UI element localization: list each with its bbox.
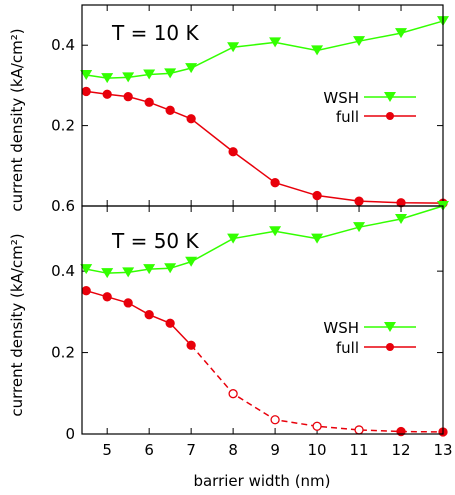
data-point-wsh bbox=[311, 45, 324, 56]
x-axis-label: barrier width (nm) bbox=[193, 472, 330, 490]
data-point-wsh bbox=[122, 267, 135, 278]
y-ticks: 0 0.2 0.4 bbox=[51, 262, 443, 443]
y-tick-label: 0.4 bbox=[51, 262, 75, 280]
legend-marker-full bbox=[386, 343, 394, 351]
series-line-wsh bbox=[86, 205, 444, 274]
data-point-full bbox=[123, 92, 133, 102]
panel-title: T = 10 K bbox=[111, 21, 199, 45]
data-point-wsh bbox=[80, 69, 93, 80]
legend-label-wsh: WSH bbox=[323, 319, 359, 337]
data-point-full bbox=[102, 89, 112, 99]
x-tick-label: 9 bbox=[270, 441, 280, 459]
series-line-full bbox=[86, 90, 444, 204]
series-line-full bbox=[85, 289, 192, 346]
plot-frame bbox=[81, 205, 444, 435]
x-tick-label: 5 bbox=[102, 441, 112, 459]
legend-label-full: full bbox=[336, 108, 359, 126]
series-layer bbox=[80, 16, 449, 208]
data-point-wsh bbox=[80, 264, 93, 275]
x-tick-label: 10 bbox=[308, 441, 327, 459]
y-tick-label: 0.4 bbox=[51, 36, 75, 54]
data-point-wsh bbox=[269, 37, 282, 48]
data-point-full bbox=[270, 415, 280, 425]
data-point-wsh bbox=[164, 68, 177, 79]
data-point-full bbox=[165, 105, 175, 115]
data-point-wsh bbox=[185, 63, 198, 74]
data-point-full bbox=[144, 97, 154, 107]
y-tick-label: 0.6 bbox=[51, 197, 75, 215]
data-point-wsh bbox=[164, 263, 177, 274]
data-point-wsh bbox=[143, 69, 156, 80]
legend: WSH full bbox=[323, 89, 416, 126]
data-point-wsh bbox=[185, 256, 198, 267]
panel-t50: T = 50 K current density (kA/cm²) 0 0.2 0.… bbox=[8, 201, 449, 443]
data-point-wsh bbox=[101, 268, 114, 279]
data-point-full bbox=[186, 114, 196, 124]
legend: WSH full bbox=[323, 319, 416, 357]
data-point-full bbox=[354, 196, 364, 206]
data-point-full bbox=[354, 425, 364, 435]
y-axis-label: current density (kA/cm²) bbox=[8, 233, 26, 416]
data-point-full bbox=[102, 292, 112, 302]
data-point-wsh bbox=[269, 226, 282, 237]
data-point-wsh bbox=[311, 233, 324, 244]
data-point-full bbox=[144, 310, 154, 320]
data-point-full bbox=[81, 86, 91, 97]
panel-title: T = 50 K bbox=[111, 229, 199, 253]
panel-t10: T = 10 K current density (kA/cm²) 0.6 0.2… bbox=[8, 4, 449, 215]
x-tick-label: 6 bbox=[144, 441, 154, 459]
series-line-wsh bbox=[86, 20, 444, 79]
x-tick-label: 11 bbox=[349, 441, 368, 459]
data-point-wsh bbox=[122, 72, 135, 83]
data-point-full bbox=[270, 178, 280, 188]
data-point-full bbox=[186, 340, 196, 350]
data-point-wsh bbox=[227, 233, 240, 244]
data-point-full bbox=[228, 389, 238, 399]
x-tick-label: 8 bbox=[228, 441, 238, 459]
legend-label-full: full bbox=[336, 339, 359, 357]
legend-marker-full bbox=[386, 112, 394, 120]
x-tick-label: 12 bbox=[391, 441, 410, 459]
data-point-wsh bbox=[227, 42, 240, 53]
y-tick-label: 0 bbox=[65, 425, 75, 443]
y-axis-label: current density (kA/cm²) bbox=[8, 28, 26, 211]
data-point-wsh bbox=[101, 73, 114, 84]
data-point-wsh bbox=[353, 222, 366, 233]
data-point-full bbox=[123, 298, 133, 308]
series-line-full-dashed bbox=[190, 344, 444, 433]
x-tick-label: 7 bbox=[186, 441, 196, 459]
data-point-wsh bbox=[143, 264, 156, 275]
data-point-full bbox=[228, 147, 238, 157]
data-point-full bbox=[312, 421, 322, 431]
y-ticks: 0.6 0.2 0.4 bbox=[51, 36, 443, 215]
data-point-full bbox=[312, 190, 322, 201]
y-tick-label: 0.2 bbox=[51, 344, 75, 362]
x-tick-labels: 5 6 7 8 9 10 11 12 13 bbox=[102, 441, 452, 459]
legend-marker-wsh bbox=[384, 92, 396, 102]
x-tick-label: 13 bbox=[433, 441, 452, 459]
legend-label-wsh: WSH bbox=[323, 89, 359, 107]
legend-marker-wsh bbox=[384, 322, 396, 332]
data-point-full bbox=[165, 318, 175, 328]
data-point-wsh bbox=[353, 36, 366, 47]
data-point-wsh bbox=[395, 28, 408, 39]
data-point-full bbox=[81, 286, 91, 296]
y-tick-label: 0.2 bbox=[51, 117, 75, 135]
data-point-wsh bbox=[395, 214, 408, 225]
